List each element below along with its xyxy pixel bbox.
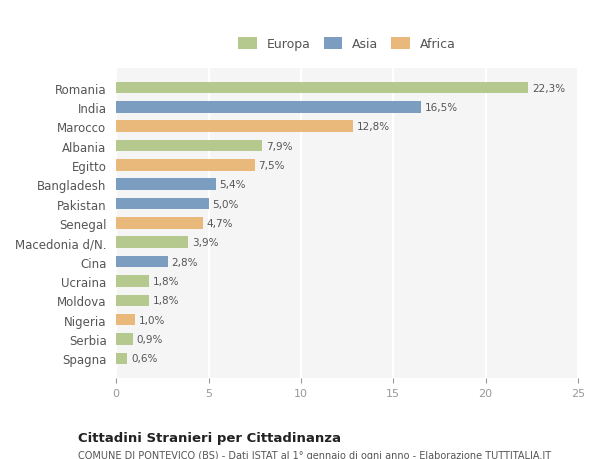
Text: 0,6%: 0,6% bbox=[131, 353, 157, 364]
Bar bbox=[116, 353, 127, 364]
Bar bbox=[116, 275, 149, 287]
Bar bbox=[116, 295, 149, 307]
Bar bbox=[116, 179, 216, 190]
Bar bbox=[116, 334, 133, 345]
Bar bbox=[116, 218, 203, 229]
Bar bbox=[116, 121, 353, 133]
Text: COMUNE DI PONTEVICO (BS) - Dati ISTAT al 1° gennaio di ogni anno - Elaborazione : COMUNE DI PONTEVICO (BS) - Dati ISTAT al… bbox=[78, 450, 551, 459]
Text: 1,0%: 1,0% bbox=[139, 315, 165, 325]
Bar bbox=[116, 237, 188, 248]
Bar bbox=[116, 83, 528, 94]
Text: 3,9%: 3,9% bbox=[192, 238, 218, 248]
Text: Cittadini Stranieri per Cittadinanza: Cittadini Stranieri per Cittadinanza bbox=[78, 431, 341, 444]
Text: 1,8%: 1,8% bbox=[153, 276, 179, 286]
Bar bbox=[116, 102, 421, 113]
Text: 12,8%: 12,8% bbox=[356, 122, 389, 132]
Text: 2,8%: 2,8% bbox=[172, 257, 198, 267]
Text: 7,9%: 7,9% bbox=[266, 141, 292, 151]
Legend: Europa, Asia, Africa: Europa, Asia, Africa bbox=[235, 34, 460, 55]
Text: 22,3%: 22,3% bbox=[532, 84, 565, 93]
Bar bbox=[116, 140, 262, 152]
Text: 5,4%: 5,4% bbox=[220, 180, 246, 190]
Text: 7,5%: 7,5% bbox=[259, 161, 285, 171]
Bar bbox=[116, 160, 255, 171]
Text: 1,8%: 1,8% bbox=[153, 296, 179, 306]
Bar bbox=[116, 256, 168, 268]
Text: 0,9%: 0,9% bbox=[137, 334, 163, 344]
Text: 4,7%: 4,7% bbox=[207, 218, 233, 229]
Bar bbox=[116, 198, 209, 210]
Text: 5,0%: 5,0% bbox=[212, 199, 239, 209]
Text: 16,5%: 16,5% bbox=[425, 103, 458, 112]
Bar bbox=[116, 314, 134, 326]
